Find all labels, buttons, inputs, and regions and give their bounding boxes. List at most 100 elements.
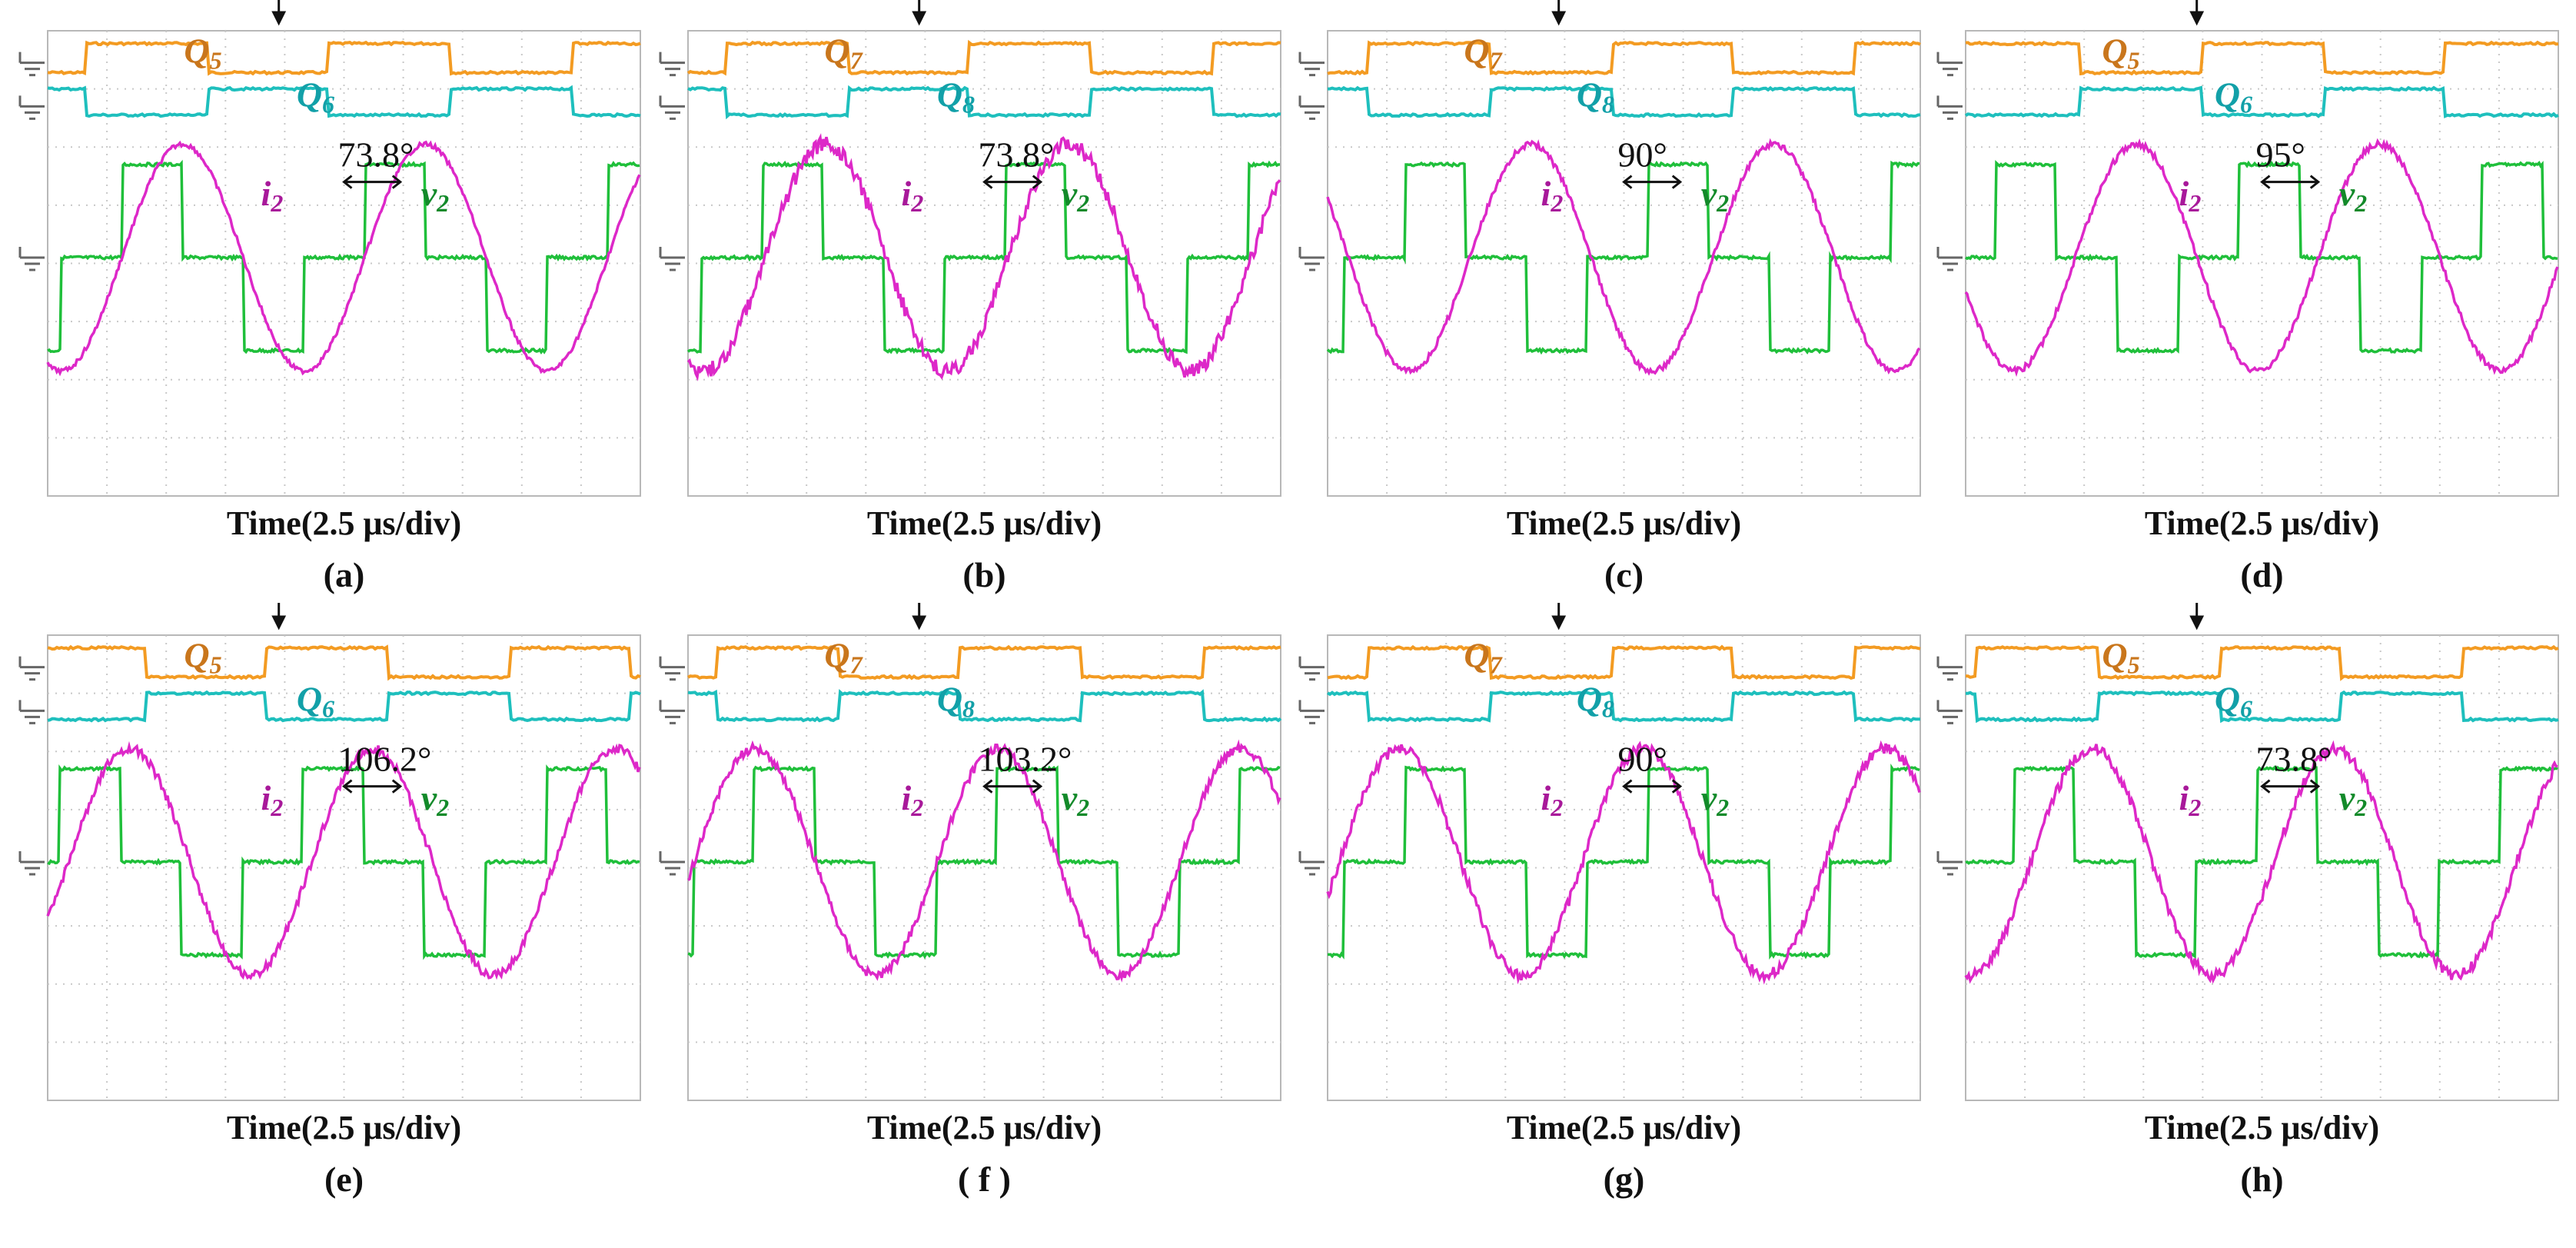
phase-shift-label: 106.2° (338, 740, 432, 779)
gate-signal-bottom-trace (1327, 85, 1921, 118)
ground-reference-icon (659, 700, 685, 724)
panel-caption: (d) (2240, 555, 2283, 594)
v2-voltage-trace (686, 160, 1281, 354)
x-axis-label: Time(2.5 μs/div) (867, 504, 1102, 542)
gate-label-bottom: Q6 (2215, 75, 2252, 118)
gate-signal-top-trace (1327, 644, 1921, 681)
trigger-marker-icon (912, 603, 927, 631)
gate-label-top: Q5 (184, 32, 221, 75)
v2-voltage-trace (1964, 159, 2558, 354)
phase-shift-label: 90° (1618, 135, 1667, 175)
gate-signal-top-trace (47, 40, 641, 76)
panel-caption: (g) (1604, 1160, 1645, 1199)
ground-reference-icon (659, 850, 685, 876)
phase-shift-label: 90° (1618, 740, 1667, 779)
i2-label: i2 (2179, 174, 2202, 217)
gate-label-bottom: Q8 (1577, 75, 1614, 118)
x-axis-label: Time(2.5 μs/div) (2145, 504, 2379, 542)
gate-signal-top-trace (1965, 644, 2559, 681)
x-axis-label: Time(2.5 μs/div) (2145, 1109, 2379, 1146)
gate-signal-bottom-trace (687, 85, 1281, 120)
i2-label: i2 (1541, 174, 1564, 217)
gate-label-top: Q5 (2102, 636, 2139, 679)
i2-current-trace (1326, 138, 1921, 376)
phase-shift-arrow-icon (2260, 779, 2321, 794)
v2-voltage-trace (687, 764, 1281, 960)
i2-current-trace (686, 133, 1281, 381)
v2-label: v2 (421, 174, 449, 217)
scope-panel: Q7 Q8 i2 v2 90° Time(2.5 μs/div) (c) (1298, 0, 1921, 594)
trigger-marker-icon (1551, 603, 1567, 631)
gate-label-bottom: Q6 (297, 75, 334, 118)
gate-signal-bottom-trace (47, 85, 641, 118)
gate-signal-bottom-trace (47, 690, 641, 723)
ground-reference-icon (18, 700, 45, 724)
i2-current-trace (687, 739, 1281, 983)
phase-shift-label: 103.2° (979, 740, 1072, 779)
v2-voltage-trace (47, 764, 640, 960)
scope-panel: Q7 Q8 i2 v2 90° Time(2.5 μs/div) (g) (1298, 603, 1921, 1199)
ground-reference-icon (1298, 700, 1325, 724)
trigger-marker-icon (1551, 0, 1567, 26)
v2-label: v2 (2339, 174, 2367, 217)
phase-shift-arrow-icon (342, 175, 403, 189)
trigger-marker-icon (2189, 0, 2205, 26)
x-axis-label: Time(2.5 μs/div) (227, 1109, 461, 1146)
gate-label-top: Q7 (1464, 636, 1503, 679)
phase-shift-label: 73.8° (2256, 740, 2332, 779)
ground-reference-icon (1936, 246, 1963, 271)
gate-signal-top-trace (686, 39, 1281, 76)
gate-label-top: Q7 (1464, 32, 1503, 75)
x-axis-label: Time(2.5 μs/div) (1507, 504, 1741, 542)
i2-label: i2 (902, 174, 924, 217)
trigger-marker-icon (912, 0, 927, 26)
gate-label-bottom: Q8 (937, 679, 975, 722)
i2-current-trace (1964, 138, 2559, 378)
ground-reference-icon (659, 656, 685, 681)
gate-label-bottom: Q8 (1577, 679, 1614, 722)
i2-label: i2 (1541, 778, 1564, 821)
gate-signal-top-trace (1327, 40, 1921, 76)
panel-caption: (b) (962, 555, 1005, 594)
ground-reference-icon (1298, 850, 1325, 876)
gate-signal-top-trace (687, 644, 1281, 681)
ground-reference-icon (18, 95, 45, 120)
gate-label-bottom: Q8 (937, 75, 975, 118)
ground-reference-icon (1298, 656, 1325, 681)
phase-shift-arrow-icon (342, 779, 403, 794)
gate-label-top: Q7 (824, 636, 863, 679)
panel-caption: ( f ) (958, 1160, 1011, 1199)
v2-label: v2 (1701, 174, 1729, 217)
ground-reference-icon (18, 246, 45, 271)
panel-caption: (c) (1604, 555, 1644, 594)
i2-label: i2 (261, 778, 284, 821)
i2-current-trace (46, 740, 641, 980)
v2-label: v2 (2339, 778, 2367, 821)
panel-caption: (h) (2240, 1160, 2283, 1199)
trigger-marker-icon (2189, 603, 2205, 631)
gate-label-top: Q7 (824, 32, 863, 75)
ground-reference-icon (659, 52, 685, 77)
ground-reference-icon (1936, 700, 1963, 724)
phase-shift-arrow-icon (982, 175, 1043, 189)
i2-current-trace (1964, 740, 2558, 984)
gate-signal-top-trace (1965, 40, 2559, 76)
scope-panel: Q5 Q6 i2 v2 95° Time(2.5 μs/div) (d) (1936, 0, 2559, 594)
phase-shift-arrow-icon (2260, 175, 2321, 189)
ground-reference-icon (659, 95, 685, 120)
x-axis-label: Time(2.5 μs/div) (867, 1109, 1102, 1146)
i2-current-trace (1326, 740, 1921, 985)
trigger-marker-icon (271, 603, 287, 631)
ground-reference-icon (1298, 95, 1325, 120)
x-axis-label: Time(2.5 μs/div) (1507, 1109, 1741, 1146)
panel-caption: (e) (324, 1160, 364, 1199)
ground-reference-icon (1298, 246, 1325, 271)
phase-shift-label: 73.8° (338, 135, 414, 175)
ground-reference-icon (18, 656, 45, 681)
i2-label: i2 (902, 778, 924, 821)
